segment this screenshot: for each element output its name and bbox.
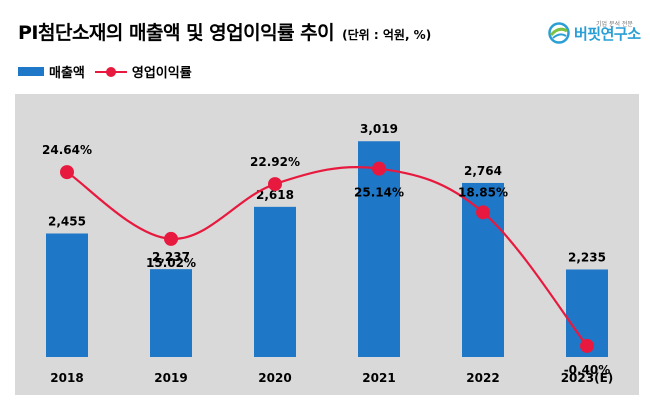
- legend: 매출액 영업이익률: [18, 62, 192, 81]
- revenue-label: 2,455: [48, 215, 86, 229]
- revenue-label: 2,237: [152, 250, 190, 264]
- revenue-bar: [358, 141, 400, 357]
- margin-label: 22.92%: [250, 155, 300, 169]
- margin-marker: [268, 177, 282, 192]
- legend-item-margin: 영업이익률: [94, 62, 192, 81]
- revenue-bar: [46, 233, 88, 357]
- margin-marker: [60, 165, 74, 180]
- x-tick-label: 2018: [50, 371, 83, 385]
- margin-label: 18.85%: [458, 185, 508, 199]
- chart-svg: 2,455 2018 2,237 2019 2,618 2020 3,019 2021 2,76…: [42, 122, 614, 385]
- revenue-label: 2,618: [256, 188, 294, 202]
- margin-label: -0.40%: [564, 363, 611, 377]
- brand-logo: 기업 분석 전문 버핏연구소: [548, 20, 641, 44]
- margin-label: 25.14%: [354, 186, 404, 200]
- margin-marker: [476, 205, 490, 220]
- legend-label-revenue: 매출액: [49, 66, 85, 81]
- revenue-bar: [150, 269, 192, 357]
- unit-label: (단위 : 억원, %): [342, 28, 432, 42]
- legend-line-swatch: [94, 66, 127, 78]
- x-tick-label: 2022: [466, 371, 499, 385]
- x-tick-label: 2021: [362, 371, 395, 385]
- legend-item-revenue: 매출액: [18, 62, 85, 81]
- plot-area: 2,455 2018 2,237 2019 2,618 2020 3,019 2021 2,76…: [15, 94, 639, 395]
- chart-title: PI첨단소재의 매출액 및 영업이익률 추이: [18, 22, 335, 44]
- margin-label: 24.64%: [42, 143, 92, 157]
- legend-bar-swatch: [18, 67, 44, 76]
- margin-line: [66, 166, 588, 347]
- x-tick-label: 2020: [258, 371, 291, 385]
- revenue-label: 2,764: [464, 164, 502, 178]
- brand-tagline: 기업 분석 전문: [596, 20, 633, 28]
- margin-label: 15.02%: [146, 256, 196, 270]
- legend-label-margin: 영업이익률: [131, 66, 192, 81]
- x-tick-label: 2023(E): [561, 371, 614, 385]
- brand-name: 버핏연구소: [574, 24, 641, 43]
- revenue-label: 2,235: [568, 250, 606, 264]
- x-tick-label: 2019: [154, 371, 187, 385]
- margin-marker: [580, 338, 594, 353]
- brand-emblem-icon: [548, 22, 570, 44]
- revenue-label: 3,019: [360, 122, 398, 136]
- title-row: PI첨단소재의 매출액 및 영업이익률 추이 (단위 : 억원, %): [18, 18, 431, 45]
- revenue-bar: [254, 206, 296, 357]
- margin-marker: [164, 231, 178, 246]
- margin-marker: [372, 161, 386, 176]
